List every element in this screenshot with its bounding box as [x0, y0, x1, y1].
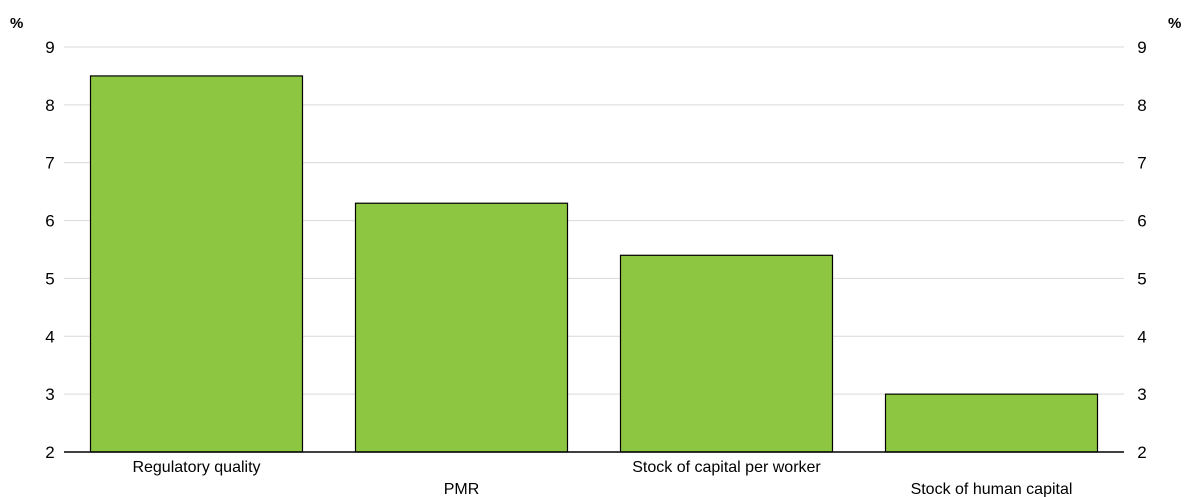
y-tick-label-left: 7 [45, 154, 54, 173]
category-label: Stock of capital per worker [632, 459, 821, 476]
y-tick-label-right: 3 [1137, 385, 1146, 404]
y-tick-label-right: 5 [1137, 269, 1146, 288]
y-tick-label-right: 8 [1137, 96, 1146, 115]
y-tick-label-left: 2 [45, 443, 54, 462]
x-axis-categories: Regulatory quality PMR Stock of capital pe… [132, 459, 1072, 497]
y-tick-label-left: 9 [45, 38, 54, 57]
y-tick-label-right: 6 [1137, 212, 1146, 231]
y-tick-label-left: 6 [45, 212, 54, 231]
bar-4 [884, 393, 1099, 453]
category-label: Stock of human capital [911, 481, 1073, 497]
category-label: PMR [444, 481, 480, 497]
y-tick-label-right: 4 [1137, 327, 1146, 346]
bar-3 [619, 254, 834, 453]
y-axis-unit-right: % [1168, 15, 1181, 32]
y-tick-label-right: 2 [1137, 443, 1146, 462]
y-tick-label-left: 5 [45, 269, 54, 288]
y-tick-label-left: 4 [45, 327, 54, 346]
y-tick-label-left: 8 [45, 96, 54, 115]
y-axis-unit-left: % [10, 15, 23, 32]
category-label: Regulatory quality [132, 459, 260, 476]
y-tick-label-right: 7 [1137, 154, 1146, 173]
bars [89, 75, 1099, 453]
bar-2 [354, 202, 569, 453]
y-axis-left: 2 3 4 5 6 7 8 9 [45, 38, 54, 462]
y-tick-label-right: 9 [1137, 38, 1146, 57]
bar-1 [89, 75, 304, 453]
y-tick-label-left: 3 [45, 385, 54, 404]
y-axis-right: 2 3 4 5 6 7 8 9 [1137, 38, 1146, 462]
